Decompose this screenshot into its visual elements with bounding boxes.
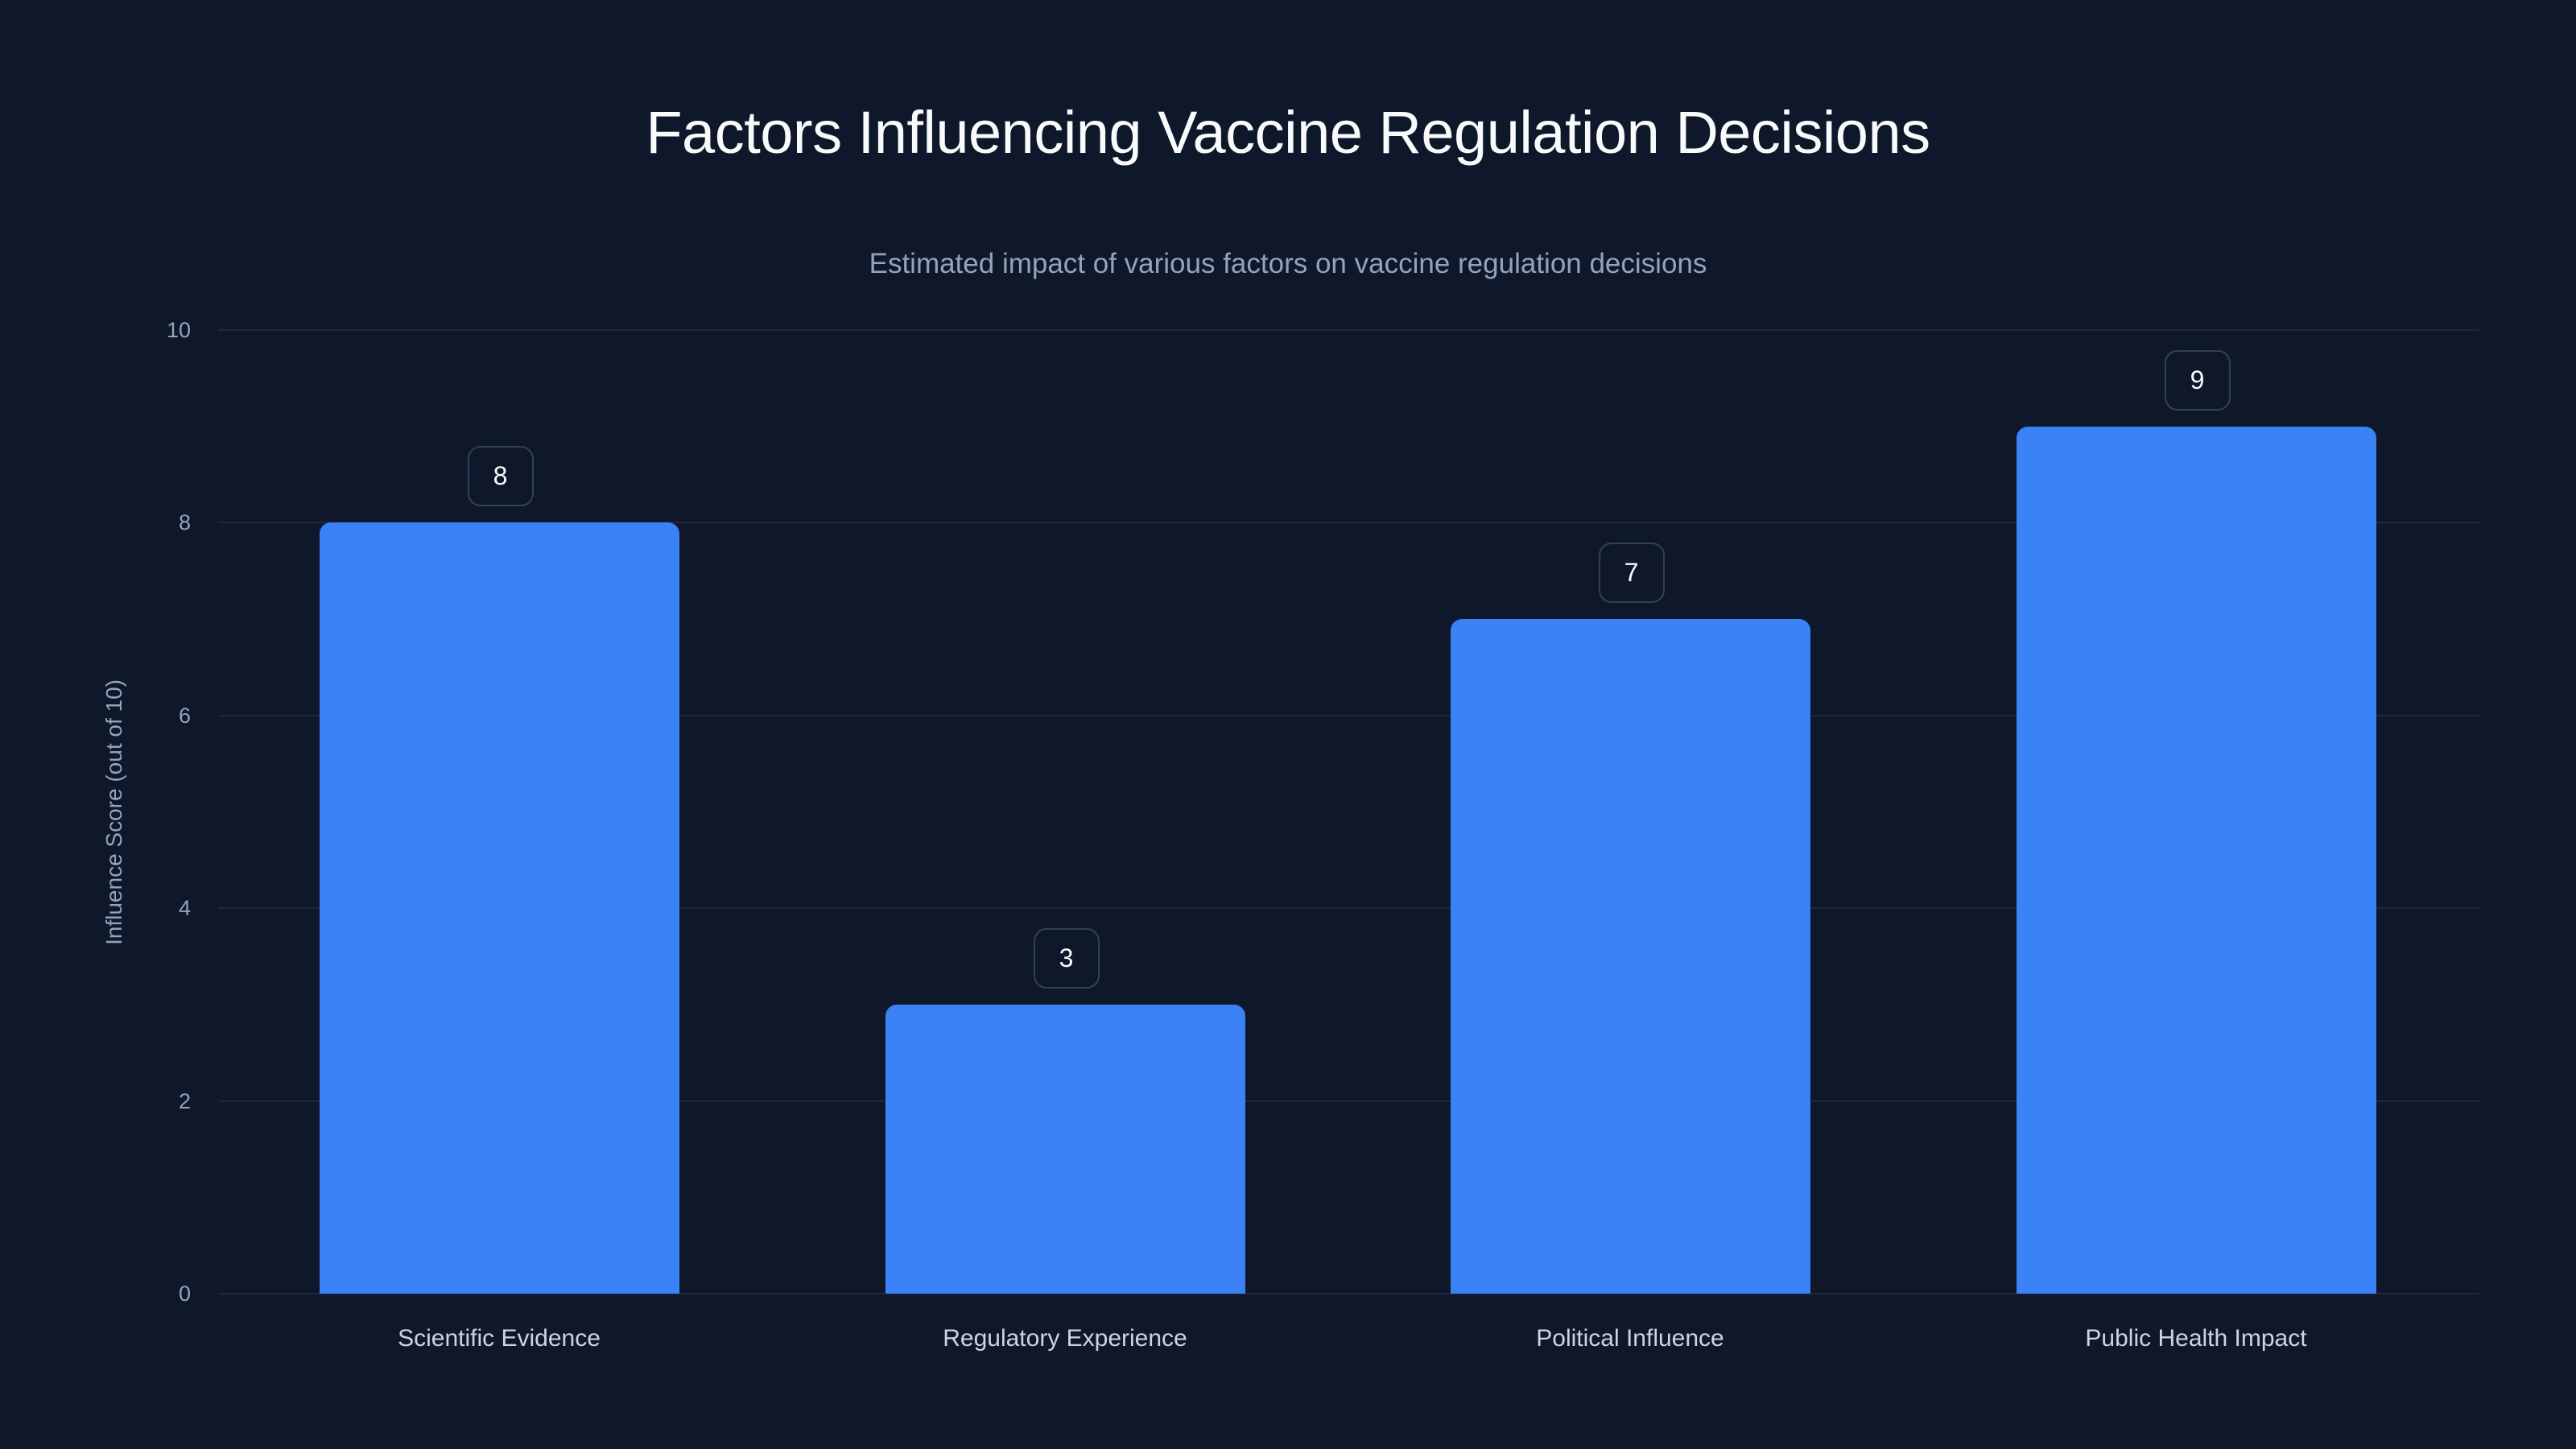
x-tick-label: Regulatory Experience <box>943 1325 1187 1352</box>
bar[interactable] <box>886 1004 1245 1294</box>
value-label: 8 <box>467 446 534 507</box>
bar[interactable] <box>2017 426 2376 1294</box>
value-label: 9 <box>2164 349 2231 411</box>
value-label: 7 <box>1598 543 1665 604</box>
y-tick: 8 <box>178 510 191 535</box>
x-tick-label: Scientific Evidence <box>398 1325 601 1352</box>
y-tick: 2 <box>178 1089 191 1113</box>
y-axis-label: Influence Score (out of 10) <box>101 679 126 945</box>
plot-area <box>218 329 2479 1294</box>
chart-subtitle: Estimated impact of various factors on v… <box>869 248 1707 279</box>
x-axis-baseline <box>218 1293 2479 1294</box>
bar[interactable] <box>320 522 679 1294</box>
gridline <box>218 329 2479 331</box>
x-tick-label: Public Health Impact <box>2085 1325 2307 1352</box>
y-tick: 6 <box>178 704 191 728</box>
bar[interactable] <box>1451 619 1810 1294</box>
x-tick-label: Political Influence <box>1536 1325 1724 1352</box>
gridline <box>218 1100 2479 1102</box>
y-tick: 4 <box>178 896 191 920</box>
y-tick: 0 <box>178 1282 191 1306</box>
gridline <box>218 715 2479 716</box>
chart-title: Factors Influencing Vaccine Regulation D… <box>646 99 1930 166</box>
y-tick: 10 <box>166 318 191 342</box>
gridline <box>218 522 2479 523</box>
gridline <box>218 907 2479 909</box>
value-label: 3 <box>1033 927 1100 989</box>
